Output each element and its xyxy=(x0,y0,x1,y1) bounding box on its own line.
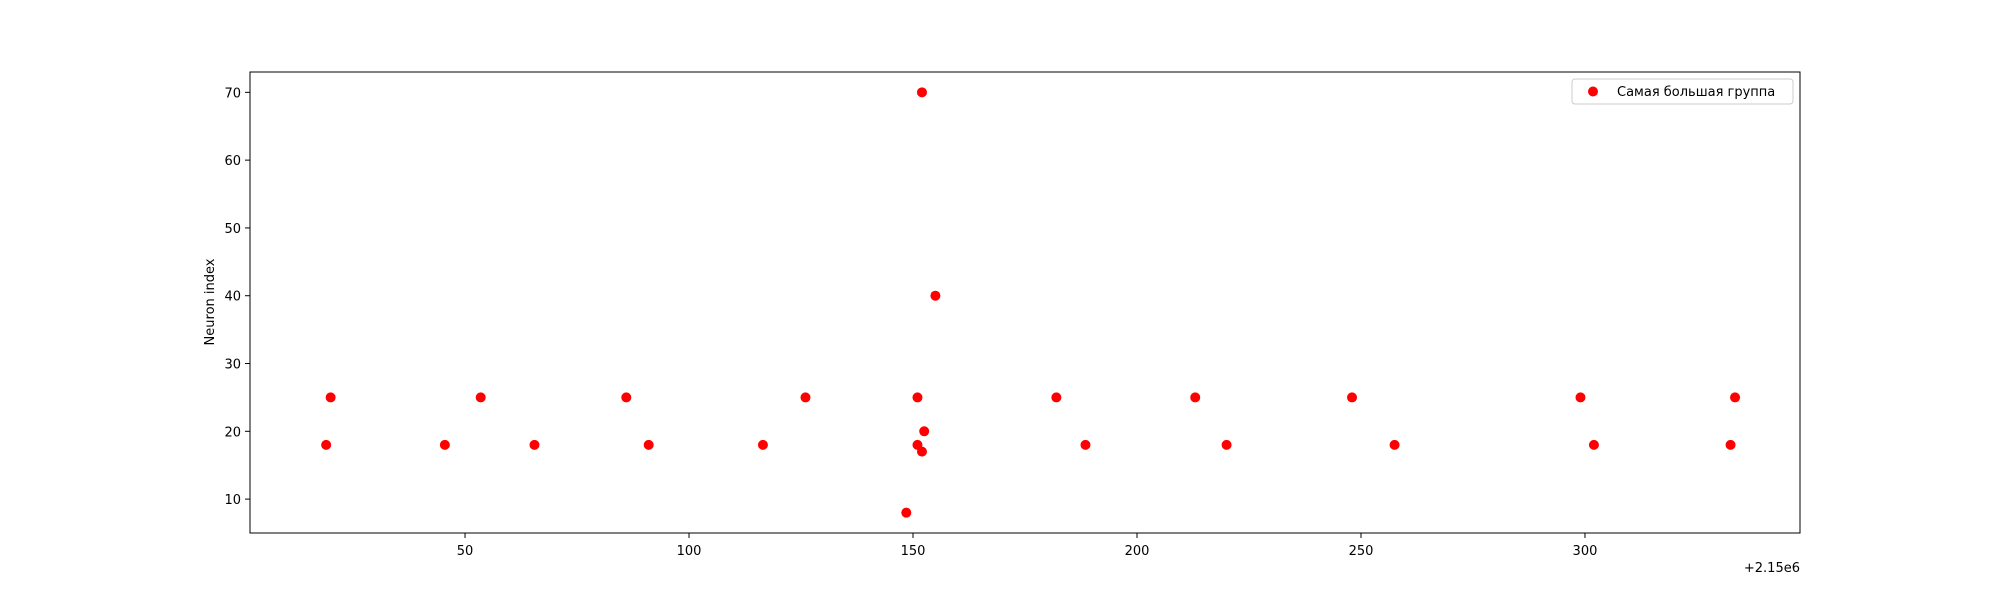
x-tick-label: 200 xyxy=(1125,544,1150,559)
y-tick-label: 30 xyxy=(224,358,241,373)
data-point xyxy=(930,290,941,301)
data-point xyxy=(321,439,332,450)
data-point xyxy=(325,392,336,403)
x-axis-offset-label: +2.15e6 xyxy=(1744,561,1800,576)
data-point xyxy=(916,87,927,98)
y-axis-label: Neuron index xyxy=(203,258,218,345)
x-tick-label: 300 xyxy=(1573,544,1598,559)
legend-label: Самая большая группа xyxy=(1617,85,1775,100)
data-point xyxy=(1051,392,1062,403)
data-point xyxy=(901,507,912,518)
x-tick-label: 250 xyxy=(1349,544,1374,559)
x-axis: 50 100 150 200 250 300 xyxy=(457,533,1598,559)
data-point xyxy=(1190,392,1201,403)
data-point xyxy=(1575,392,1586,403)
legend-box xyxy=(1571,78,1794,105)
data-point xyxy=(912,392,923,403)
legend-marker xyxy=(1588,86,1598,97)
data-point xyxy=(1730,392,1741,403)
y-tick-label: 60 xyxy=(224,154,241,169)
data-point xyxy=(1221,439,1232,450)
data-point xyxy=(475,392,486,403)
data-point xyxy=(1389,439,1400,450)
y-tick-label: 40 xyxy=(224,290,241,305)
data-point xyxy=(919,426,930,437)
data-point xyxy=(757,439,768,450)
y-axis: 10 20 30 40 50 60 70 xyxy=(224,86,250,508)
data-point xyxy=(643,439,654,450)
x-tick-label: 50 xyxy=(457,544,474,559)
y-tick-label: 10 xyxy=(224,493,241,508)
data-points xyxy=(321,87,1741,518)
data-point xyxy=(621,392,632,403)
data-point xyxy=(1080,439,1091,450)
data-point xyxy=(800,392,811,403)
plot-area xyxy=(249,71,1801,534)
y-tick-label: 70 xyxy=(224,86,241,101)
data-point xyxy=(916,446,927,457)
data-point xyxy=(1725,439,1736,450)
x-tick-label: 150 xyxy=(901,544,926,559)
x-tick-label: 100 xyxy=(677,544,702,559)
data-point xyxy=(1347,392,1358,403)
data-point xyxy=(1588,439,1599,450)
y-tick-label: 50 xyxy=(224,222,241,237)
data-point xyxy=(439,439,450,450)
data-point xyxy=(529,439,540,450)
y-tick-label: 20 xyxy=(224,425,241,440)
legend: Самая большая группа xyxy=(1571,78,1794,105)
